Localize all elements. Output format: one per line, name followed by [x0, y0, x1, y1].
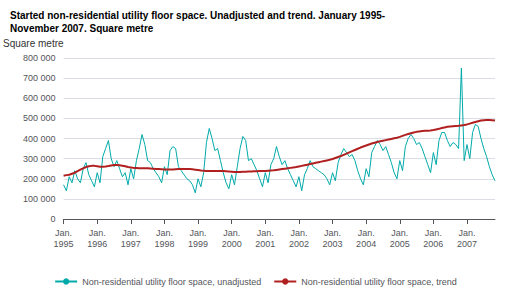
svg-text:600 000: 600 000 — [23, 93, 56, 103]
svg-text:Non-residential utility floor: Non-residential utility floor space, tre… — [301, 277, 457, 287]
svg-text:100 000: 100 000 — [23, 194, 56, 204]
svg-text:Jan.: Jan. — [290, 228, 307, 238]
svg-text:Jan.: Jan. — [55, 228, 72, 238]
svg-text:Jan.: Jan. — [156, 228, 173, 238]
svg-text:200 000: 200 000 — [23, 174, 56, 184]
svg-text:November 2007. Square metre: November 2007. Square metre — [10, 23, 154, 34]
svg-text:1995: 1995 — [54, 239, 74, 249]
svg-text:Jan.: Jan. — [257, 228, 274, 238]
svg-text:2000: 2000 — [222, 239, 242, 249]
svg-text:Square metre: Square metre — [3, 38, 64, 49]
svg-text:2004: 2004 — [356, 239, 376, 249]
svg-text:300 000: 300 000 — [23, 154, 56, 164]
svg-text:Jan.: Jan. — [190, 228, 207, 238]
svg-text:2006: 2006 — [423, 239, 443, 249]
svg-text:1996: 1996 — [87, 239, 107, 249]
svg-text:Jan.: Jan. — [425, 228, 442, 238]
svg-text:2001: 2001 — [255, 239, 275, 249]
svg-text:1998: 1998 — [154, 239, 174, 249]
svg-text:500 000: 500 000 — [23, 113, 56, 123]
svg-text:2007: 2007 — [457, 239, 477, 249]
svg-text:Jan.: Jan. — [358, 228, 375, 238]
svg-text:2003: 2003 — [323, 239, 343, 249]
svg-text:Jan.: Jan. — [89, 228, 106, 238]
svg-text:400 000: 400 000 — [23, 134, 56, 144]
svg-text:Jan.: Jan. — [223, 228, 240, 238]
svg-text:1999: 1999 — [188, 239, 208, 249]
svg-text:Jan.: Jan. — [391, 228, 408, 238]
svg-text:700 000: 700 000 — [23, 73, 56, 83]
svg-text:2002: 2002 — [289, 239, 309, 249]
svg-text:Started non-residential utilit: Started non-residential utility floor sp… — [10, 10, 385, 21]
svg-text:800 000: 800 000 — [23, 53, 56, 63]
svg-text:0: 0 — [51, 214, 56, 224]
svg-text:1997: 1997 — [121, 239, 141, 249]
svg-text:Jan.: Jan. — [458, 228, 475, 238]
svg-text:Jan.: Jan. — [122, 228, 139, 238]
svg-text:Jan.: Jan. — [324, 228, 341, 238]
svg-text:2005: 2005 — [390, 239, 410, 249]
svg-text:Non-residential utility floor: Non-residential utility floor space, una… — [82, 277, 261, 287]
